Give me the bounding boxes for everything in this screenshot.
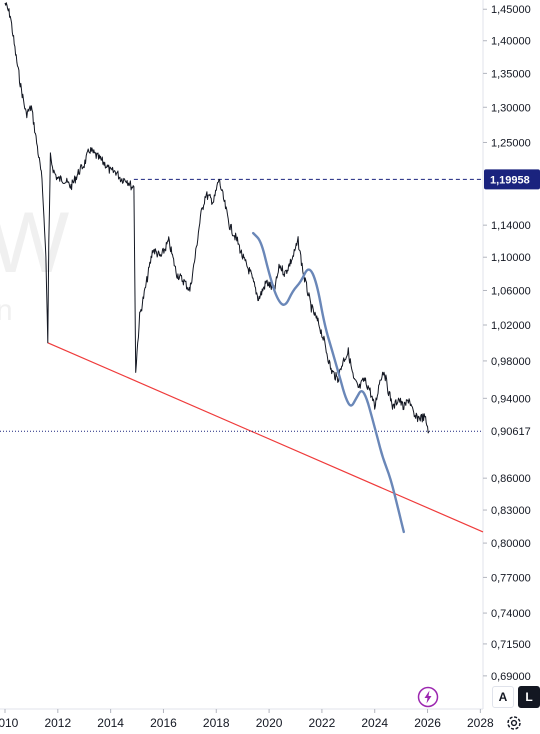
y-tick-label: 0,80000 bbox=[491, 538, 531, 550]
current-price-label: 0,90617 bbox=[491, 426, 531, 438]
y-tick-label: 0,94000 bbox=[491, 393, 531, 405]
y-tick-label: 1,45000 bbox=[491, 4, 531, 16]
x-tick-label: 2024 bbox=[361, 716, 388, 730]
y-tick-label: 1,10000 bbox=[491, 252, 531, 264]
y-tick-label: 1,40000 bbox=[491, 36, 531, 48]
y-tick-label: 1,35000 bbox=[491, 68, 531, 80]
gear-icon[interactable] bbox=[505, 714, 523, 732]
y-tick-label: 1,25000 bbox=[491, 137, 531, 149]
auto-scale-button[interactable]: A bbox=[492, 686, 514, 708]
x-tick-label: 2026 bbox=[414, 716, 441, 730]
x-tick-label: 2016 bbox=[150, 716, 177, 730]
resistance-level-badge bbox=[484, 169, 540, 190]
x-tick-label: 2020 bbox=[256, 716, 283, 730]
trendline bbox=[47, 342, 484, 533]
watermark-bottom: n bbox=[0, 294, 13, 327]
price-axis[interactable]: 1,45000 1,40000 1,35000 1,30000 1,25000 1,140… bbox=[483, 4, 540, 683]
current-price-badge bbox=[484, 422, 540, 441]
y-tick-label: 0,98000 bbox=[491, 356, 531, 368]
x-tick-label: 2022 bbox=[309, 716, 336, 730]
y-tick-label: 1,14000 bbox=[491, 220, 531, 232]
watermark: W n bbox=[0, 195, 69, 327]
y-tick-label: 0,69000 bbox=[491, 671, 531, 683]
y-tick-label: 0,83000 bbox=[491, 505, 531, 517]
y-tick-label: 1,30000 bbox=[491, 102, 531, 114]
y-tick-label: 0,77000 bbox=[491, 572, 531, 584]
watermark-top: W bbox=[0, 195, 69, 291]
lightning-icon[interactable] bbox=[417, 686, 439, 708]
x-tick-label: 2028 bbox=[467, 716, 494, 730]
x-tick-label: 2018 bbox=[203, 716, 230, 730]
x-tick-label: 2012 bbox=[44, 716, 71, 730]
projection-series-line bbox=[252, 231, 405, 534]
plot-area[interactable] bbox=[0, 2, 484, 534]
y-tick-label: 0,71500 bbox=[491, 639, 531, 651]
x-tick-label: 2010 bbox=[0, 716, 19, 730]
log-scale-button[interactable]: L bbox=[518, 686, 540, 708]
resistance-level-label: 1,19958 bbox=[490, 174, 530, 186]
time-axis[interactable]: 2010 2012 2014 2016 2018 2020 2022 2024 2026 2028 bbox=[0, 709, 494, 730]
y-tick-label: 1,06000 bbox=[491, 285, 531, 297]
price-series-line bbox=[4, 2, 430, 434]
y-tick-label: 0,86000 bbox=[491, 473, 531, 485]
x-tick-label: 2014 bbox=[97, 716, 124, 730]
y-tick-label: 0,74000 bbox=[491, 608, 531, 620]
y-tick-label: 1,02000 bbox=[491, 320, 531, 332]
